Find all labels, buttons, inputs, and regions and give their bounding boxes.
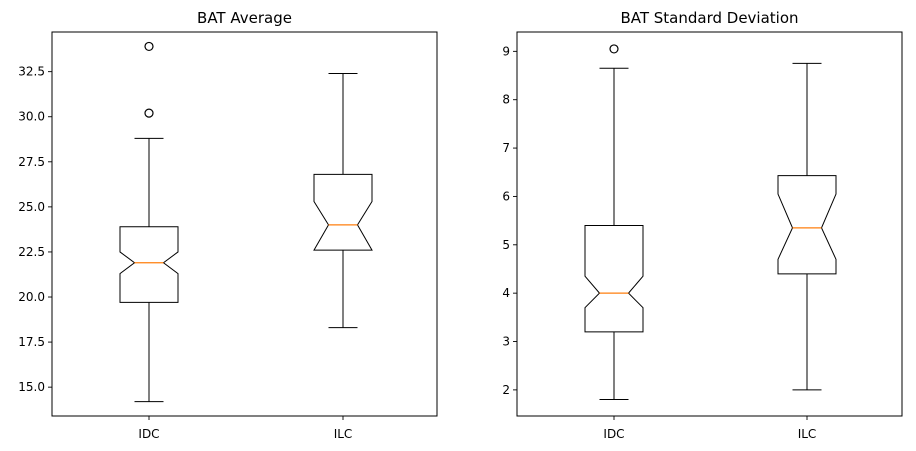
y-tick-label: 9 <box>502 44 510 58</box>
y-tick-label: 15.0 <box>18 380 45 394</box>
notched-box <box>777 175 837 275</box>
outlier-point <box>609 44 619 54</box>
chart-title: BAT Standard Deviation <box>620 9 798 27</box>
y-tick-label: 2 <box>502 383 510 397</box>
y-tick-label: 6 <box>502 189 510 203</box>
x-tick-label: IDC <box>138 427 159 441</box>
y-tick-label: 20.0 <box>18 290 45 304</box>
bat-standard-deviation-panel: BAT Standard Deviation 2 3 4 5 6 7 8 9 IDC ILC <box>502 9 903 441</box>
x-tick-label: IDC <box>603 427 624 441</box>
y-tick-label: 8 <box>502 93 510 107</box>
plot-frame <box>516 31 903 417</box>
notched-box <box>119 226 179 303</box>
y-tick-label: 3 <box>502 335 510 349</box>
y-tick-label: 22.5 <box>18 245 45 259</box>
y-tick-label: 27.5 <box>18 155 45 169</box>
x-tick-label: ILC <box>334 427 353 441</box>
notched-box <box>584 224 644 333</box>
notched-box <box>313 173 373 251</box>
y-tick-label: 5 <box>502 238 510 252</box>
y-tick-label: 7 <box>502 141 510 155</box>
bat-average-panel: BAT Average 15.0 17.5 20.0 22.5 25.0 27.5 30.0 3… <box>18 9 438 441</box>
outlier-point <box>144 108 154 118</box>
chart-title: BAT Average <box>197 9 292 27</box>
plot-frame <box>51 31 438 417</box>
y-tick-label: 17.5 <box>18 335 45 349</box>
y-tick-label: 4 <box>502 286 510 300</box>
outlier-point <box>144 41 154 52</box>
y-tick-label: 32.5 <box>18 65 45 79</box>
x-tick-label: ILC <box>798 427 817 441</box>
y-tick-label: 30.0 <box>18 110 45 124</box>
y-tick-label: 25.0 <box>18 200 45 214</box>
